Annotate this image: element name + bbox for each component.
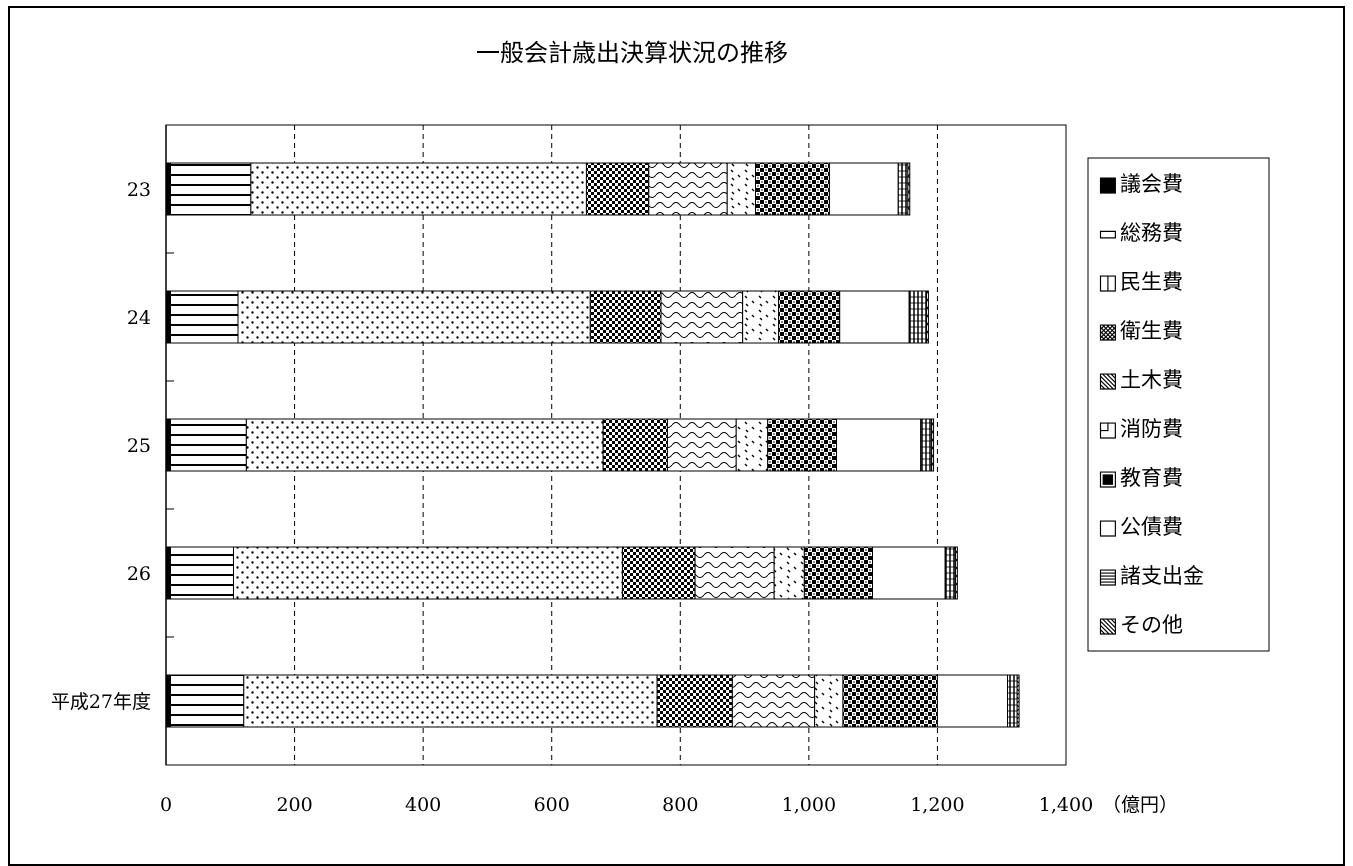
bar-segment bbox=[836, 418, 922, 472]
bar-segment bbox=[1016, 674, 1020, 728]
bar-segment bbox=[839, 290, 910, 344]
bar-segment bbox=[773, 546, 805, 600]
legend-marker: ▧ bbox=[1098, 368, 1118, 392]
bar-segment bbox=[814, 674, 844, 728]
bar-segment bbox=[872, 546, 946, 600]
x-tick-labels: 0 200 400 600 800 1,000 1,200 1,400 bbox=[160, 794, 1093, 816]
category-label: 23 bbox=[127, 179, 151, 201]
bar-segment bbox=[907, 162, 911, 216]
bar-segment bbox=[589, 290, 662, 344]
legend-marker: ▩ bbox=[1098, 319, 1118, 343]
legend-label: 土木費 bbox=[1120, 368, 1183, 392]
legend-entry: ▩ 衛生費 bbox=[1098, 319, 1183, 343]
x-unit-label: （億円） bbox=[1102, 794, 1178, 816]
bar-segment bbox=[250, 162, 587, 216]
legend-label: 公債費 bbox=[1120, 515, 1183, 539]
bar-segment bbox=[926, 290, 929, 344]
legend-label: その他 bbox=[1120, 613, 1183, 637]
bar-segment bbox=[660, 290, 744, 344]
legend-label: 議会費 bbox=[1120, 172, 1183, 196]
bar-segment bbox=[233, 546, 623, 600]
bars bbox=[165, 162, 1020, 728]
bar-segment bbox=[828, 162, 899, 216]
x-tick-label: 600 bbox=[534, 794, 570, 816]
bar-segment bbox=[931, 418, 935, 472]
legend-label: 民生費 bbox=[1120, 270, 1183, 294]
bar-segment bbox=[602, 418, 668, 472]
bar-segment bbox=[1007, 674, 1018, 728]
bar-segment bbox=[694, 546, 775, 600]
bar-segment bbox=[755, 162, 830, 216]
legend: ■ 議会費▭ 総務費◫ 民生費▩ 衛生費▧ 土木費◰ 消防費▣ 教育費□ 公債費▤ 諸支出金▧ その… bbox=[1087, 157, 1270, 652]
bar-segment bbox=[243, 674, 658, 728]
bar-segment bbox=[170, 418, 247, 472]
legend-label: 総務費 bbox=[1120, 221, 1183, 245]
bar-segment bbox=[936, 674, 1009, 728]
bar-segment bbox=[170, 162, 252, 216]
x-tick-label: 1,200 bbox=[910, 794, 964, 816]
bar-segment bbox=[742, 290, 780, 344]
legend-box bbox=[1087, 157, 1270, 652]
legend-marker: ▤ bbox=[1098, 564, 1118, 588]
legend-entry: ▭ 総務費 bbox=[1098, 221, 1183, 245]
category-ticks bbox=[166, 124, 174, 766]
category-label: 24 bbox=[127, 307, 151, 329]
x-tick-label: 200 bbox=[276, 794, 312, 816]
bar-segment bbox=[666, 418, 737, 472]
bar-segment bbox=[170, 290, 239, 344]
bar-segment bbox=[767, 418, 838, 472]
legend-entry: ▤ 諸支出金 bbox=[1098, 564, 1204, 588]
legend-entry: ◰ 消防費 bbox=[1098, 417, 1183, 441]
bar-segment bbox=[648, 162, 728, 216]
legend-label: 衛生費 bbox=[1120, 319, 1183, 343]
bar-segment bbox=[735, 418, 769, 472]
bar-segment bbox=[726, 162, 757, 216]
legend-entry: □ 公債費 bbox=[1098, 515, 1183, 539]
x-tick-label: 1,000 bbox=[782, 794, 836, 816]
bar-segment bbox=[920, 418, 933, 472]
plot-area bbox=[165, 124, 1067, 766]
bar-segment bbox=[908, 290, 928, 344]
category-label: 26 bbox=[127, 563, 151, 585]
bar-segment bbox=[897, 162, 909, 216]
legend-entry: ▣ 教育費 bbox=[1098, 466, 1183, 490]
legend-marker: ■ bbox=[1098, 172, 1118, 196]
bar-segment bbox=[237, 290, 591, 344]
category-label: 平成27年度 bbox=[51, 691, 151, 713]
legend-marker: ▣ bbox=[1098, 466, 1118, 490]
legend-label: 教育費 bbox=[1120, 466, 1183, 490]
bar-segment bbox=[170, 674, 245, 728]
legend-label: 消防費 bbox=[1120, 417, 1183, 441]
bar-segment bbox=[803, 546, 873, 600]
x-tick-label: 400 bbox=[405, 794, 441, 816]
x-tick-label: 800 bbox=[662, 794, 698, 816]
bar-segment bbox=[656, 674, 733, 728]
category-labels: 23 24 25 26 平成27年度 bbox=[51, 179, 151, 713]
bar-segment bbox=[585, 162, 650, 216]
legend-marker: ◫ bbox=[1098, 270, 1118, 294]
legend-entry: ◫ 民生費 bbox=[1098, 270, 1183, 294]
bar-segment bbox=[842, 674, 938, 728]
legend-entry: ▧ その他 bbox=[1098, 613, 1183, 637]
legend-entry: ■ 議会費 bbox=[1098, 172, 1183, 196]
legend-label: 諸支出金 bbox=[1120, 564, 1204, 588]
x-tick-label: 0 bbox=[160, 794, 172, 816]
legend-entry: ▧ 土木費 bbox=[1098, 368, 1183, 392]
chart-title: 一般会計歳出決算状況の推移 bbox=[476, 39, 788, 67]
x-tick-label: 1,400 bbox=[1039, 794, 1093, 816]
legend-marker: ▭ bbox=[1098, 221, 1118, 245]
bar-segment bbox=[621, 546, 696, 600]
bar-segment bbox=[944, 546, 956, 600]
category-label: 25 bbox=[127, 435, 151, 457]
legend-marker: □ bbox=[1098, 515, 1118, 539]
bar-segment bbox=[245, 418, 604, 472]
legend-marker: ▧ bbox=[1098, 613, 1118, 637]
bar-segment bbox=[778, 290, 841, 344]
bar-segment bbox=[731, 674, 816, 728]
legend-marker: ◰ bbox=[1098, 417, 1118, 441]
bar-segment bbox=[170, 546, 234, 600]
bar-segment bbox=[954, 546, 958, 600]
